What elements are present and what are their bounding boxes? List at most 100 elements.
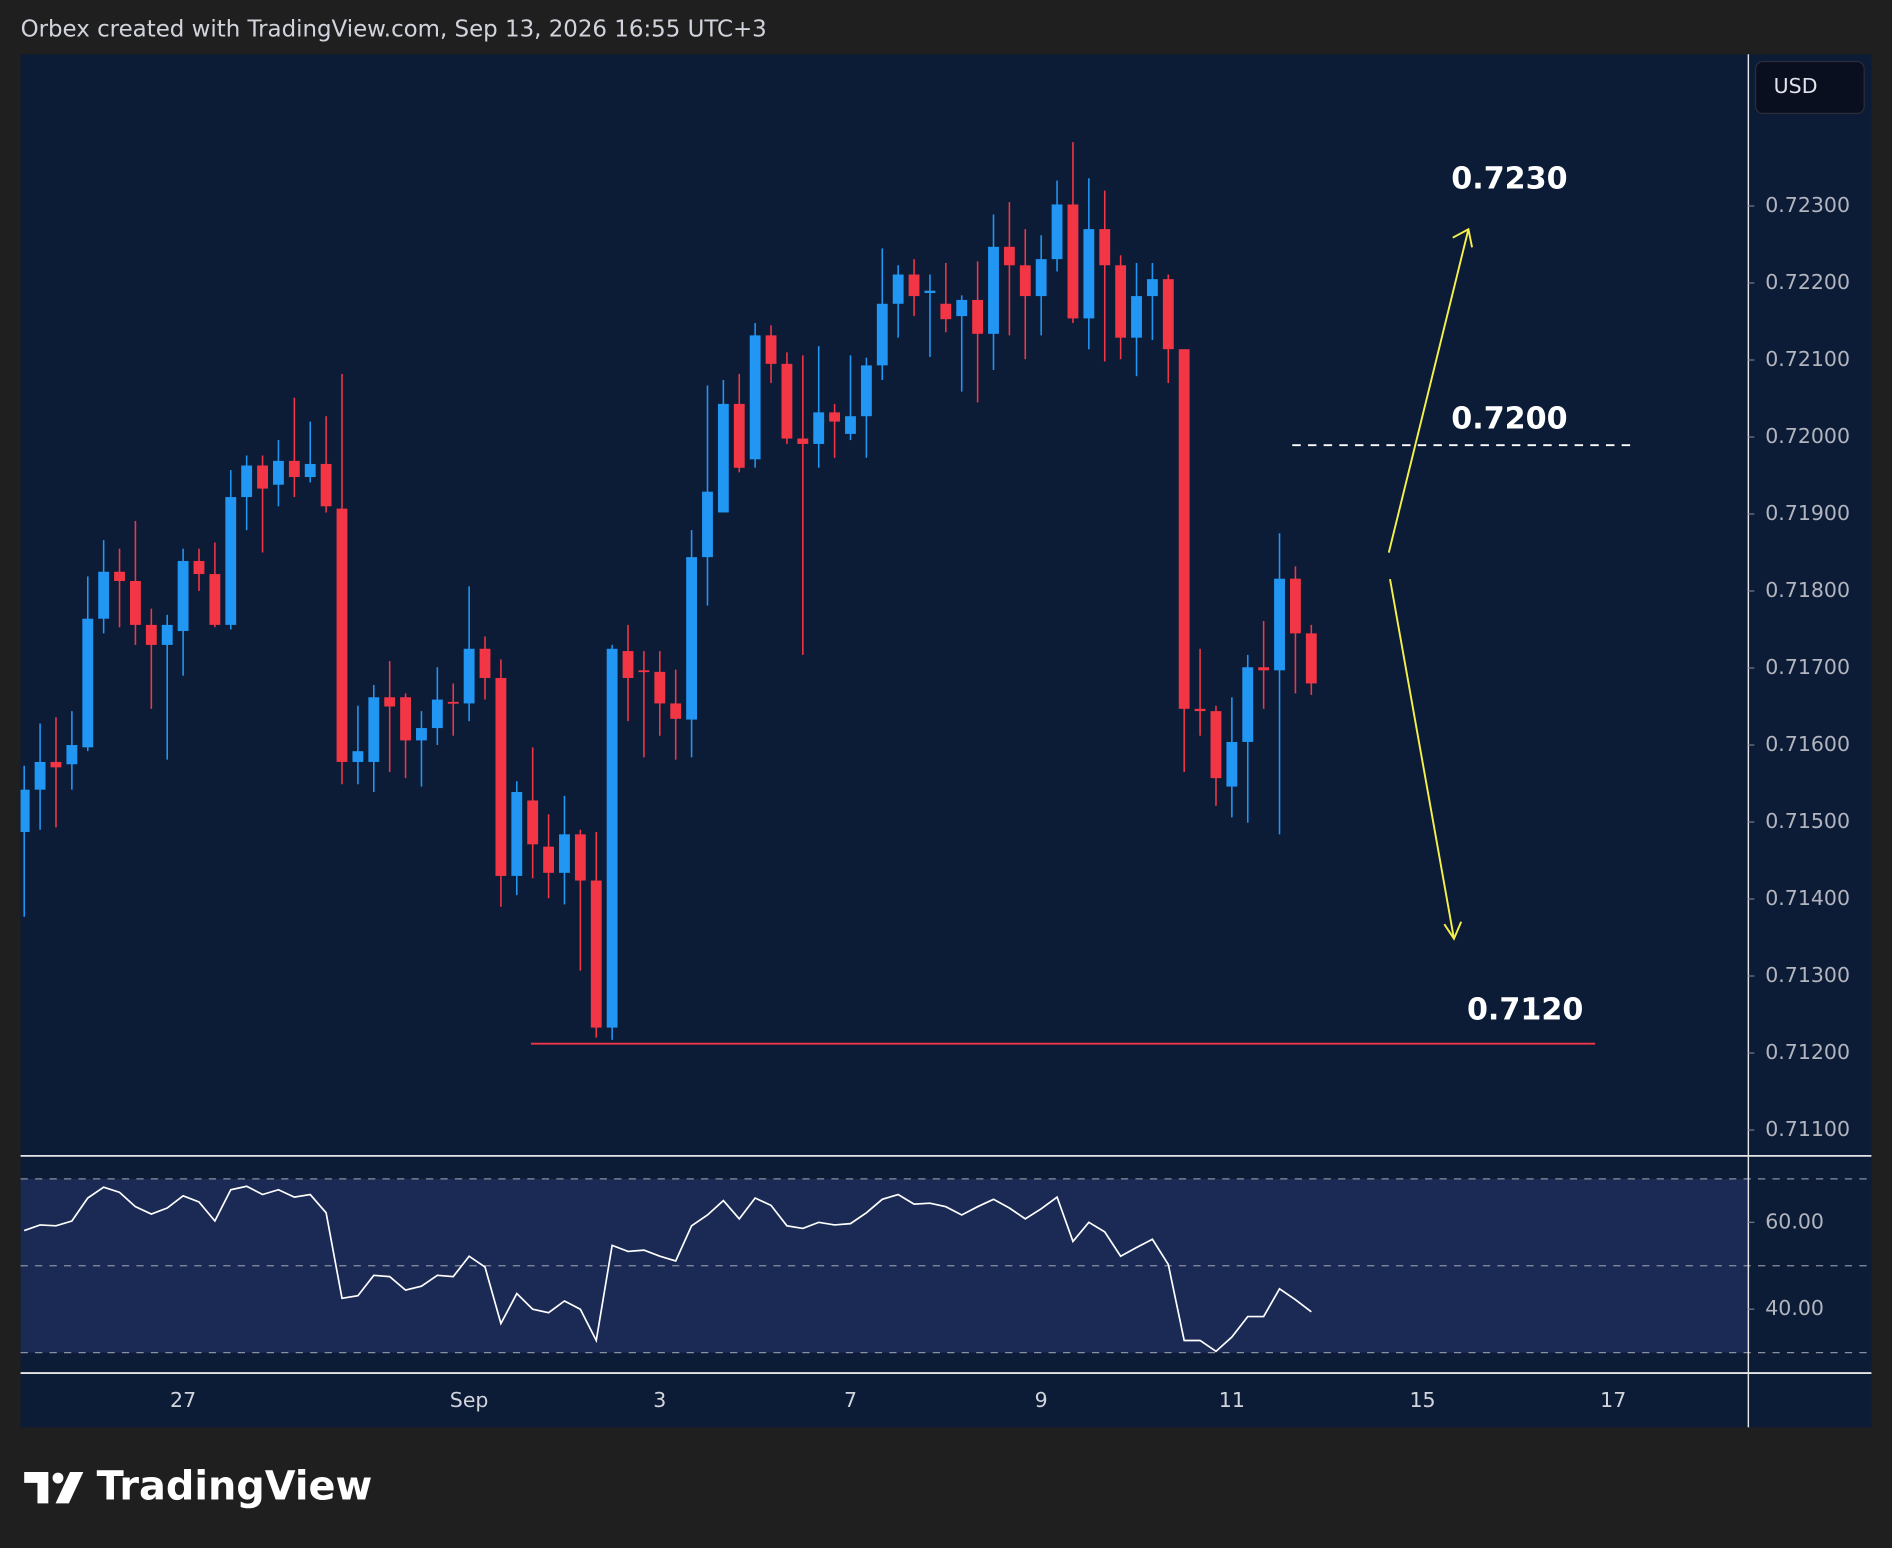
candle-body — [1083, 229, 1095, 319]
candle-body — [908, 274, 920, 297]
annotation: 0.7230 — [1451, 161, 1567, 196]
annotation: 0.7120 — [1467, 993, 1583, 1028]
x-tick-label: 15 — [1409, 1388, 1435, 1412]
candle-body — [924, 290, 936, 294]
candle-body — [940, 303, 952, 320]
x-tick-label: 7 — [844, 1388, 857, 1412]
candle-body — [733, 403, 745, 468]
y-tick-label: 0.71400 — [1765, 886, 1850, 910]
candle-body — [20, 789, 30, 833]
arrow-head — [1452, 227, 1474, 248]
candle-body — [876, 303, 888, 366]
candle-body — [193, 560, 205, 575]
candle-body — [717, 403, 729, 513]
candle-body — [590, 880, 602, 1028]
candle-body — [543, 846, 555, 873]
rsi-tick-label: 60.00 — [1765, 1209, 1824, 1233]
logo-dot — [52, 1472, 64, 1484]
y-tick-label: 0.71100 — [1765, 1117, 1850, 1141]
candle-body — [972, 299, 984, 334]
x-tick-label: 11 — [1219, 1388, 1245, 1412]
candle-body — [1131, 296, 1142, 338]
brand-name: TradingView — [97, 1463, 373, 1509]
candle-body — [1162, 279, 1174, 350]
candle-body — [98, 571, 110, 619]
candle-body — [209, 574, 221, 625]
candle-body — [702, 491, 713, 558]
candle-body — [384, 697, 396, 707]
candle-body — [416, 728, 427, 741]
candle-body — [892, 274, 904, 304]
candle-body — [1115, 265, 1127, 338]
y-tick-label: 0.71300 — [1765, 963, 1850, 987]
candle-body — [463, 648, 475, 704]
candle-body — [1226, 741, 1238, 787]
candle-body — [145, 624, 157, 645]
candle-body — [638, 670, 650, 673]
candle-body — [400, 697, 411, 741]
x-tick-label: Sep — [450, 1388, 489, 1412]
candle-body — [1194, 708, 1206, 712]
candle-body — [1003, 246, 1015, 266]
logo-shape — [55, 1471, 84, 1504]
candle-body — [1274, 578, 1285, 671]
candle-body — [352, 751, 364, 762]
candle-body — [813, 412, 825, 444]
candle-body — [368, 697, 380, 762]
y-tick-label: 0.71900 — [1765, 501, 1850, 525]
candle-body — [130, 580, 141, 625]
scenario-arrows — [1387, 227, 1474, 941]
candle-body — [273, 460, 284, 485]
currency-button[interactable] — [1754, 60, 1865, 115]
candle-body — [670, 703, 682, 719]
y-tick-label: 0.71200 — [1765, 1040, 1850, 1064]
x-tick-label: 3 — [653, 1388, 666, 1412]
y-tick-label: 0.72000 — [1765, 424, 1850, 448]
candle-body — [956, 299, 968, 317]
brand-logo — [24, 1471, 84, 1504]
candle-body — [1099, 229, 1111, 266]
candle-body — [749, 335, 761, 460]
y-tick-label: 0.72100 — [1765, 347, 1850, 371]
y-tick-label: 0.72200 — [1765, 270, 1850, 294]
candle-body — [781, 363, 793, 439]
candle-body — [559, 834, 570, 873]
candle-body — [82, 618, 94, 748]
candle-body — [431, 699, 443, 729]
candle-body — [177, 560, 189, 632]
candle-body — [765, 335, 777, 364]
arrow-up — [1387, 229, 1470, 553]
y-tick-label: 0.71800 — [1765, 578, 1850, 602]
candle-body — [860, 365, 872, 417]
candle-body — [161, 624, 173, 645]
candle-body — [574, 834, 586, 881]
currency-label[interactable]: USD — [1774, 74, 1818, 98]
y-tick-label: 0.72300 — [1765, 193, 1850, 217]
candle-body — [1019, 265, 1031, 297]
candle-body — [495, 678, 507, 876]
rsi-line — [23, 1185, 1312, 1353]
y-tick-label: 0.71600 — [1765, 732, 1850, 756]
annotation: 0.7200 — [1451, 401, 1567, 436]
candle-body — [34, 761, 46, 790]
candle-body — [845, 416, 856, 434]
candle-body — [288, 460, 300, 478]
header: Orbex created with TradingView.com, Sep … — [21, 17, 767, 43]
y-tick-label: 0.71500 — [1765, 809, 1850, 833]
y-tick-label: 0.71700 — [1765, 655, 1850, 679]
candle-body — [511, 791, 523, 876]
arrow-down — [1389, 578, 1455, 939]
candle-body — [654, 671, 666, 704]
candle-body — [527, 800, 539, 845]
candle-body — [1305, 633, 1317, 684]
candle-body — [1178, 349, 1190, 709]
candle-body — [686, 557, 698, 720]
rsi-panel — [20, 1178, 1872, 1354]
logo-shape — [24, 1471, 49, 1504]
candle-body — [50, 761, 62, 768]
x-tick-label: 9 — [1035, 1388, 1048, 1412]
candle-body — [257, 465, 268, 489]
candle-body — [1210, 711, 1222, 779]
candle-body — [606, 648, 618, 1028]
